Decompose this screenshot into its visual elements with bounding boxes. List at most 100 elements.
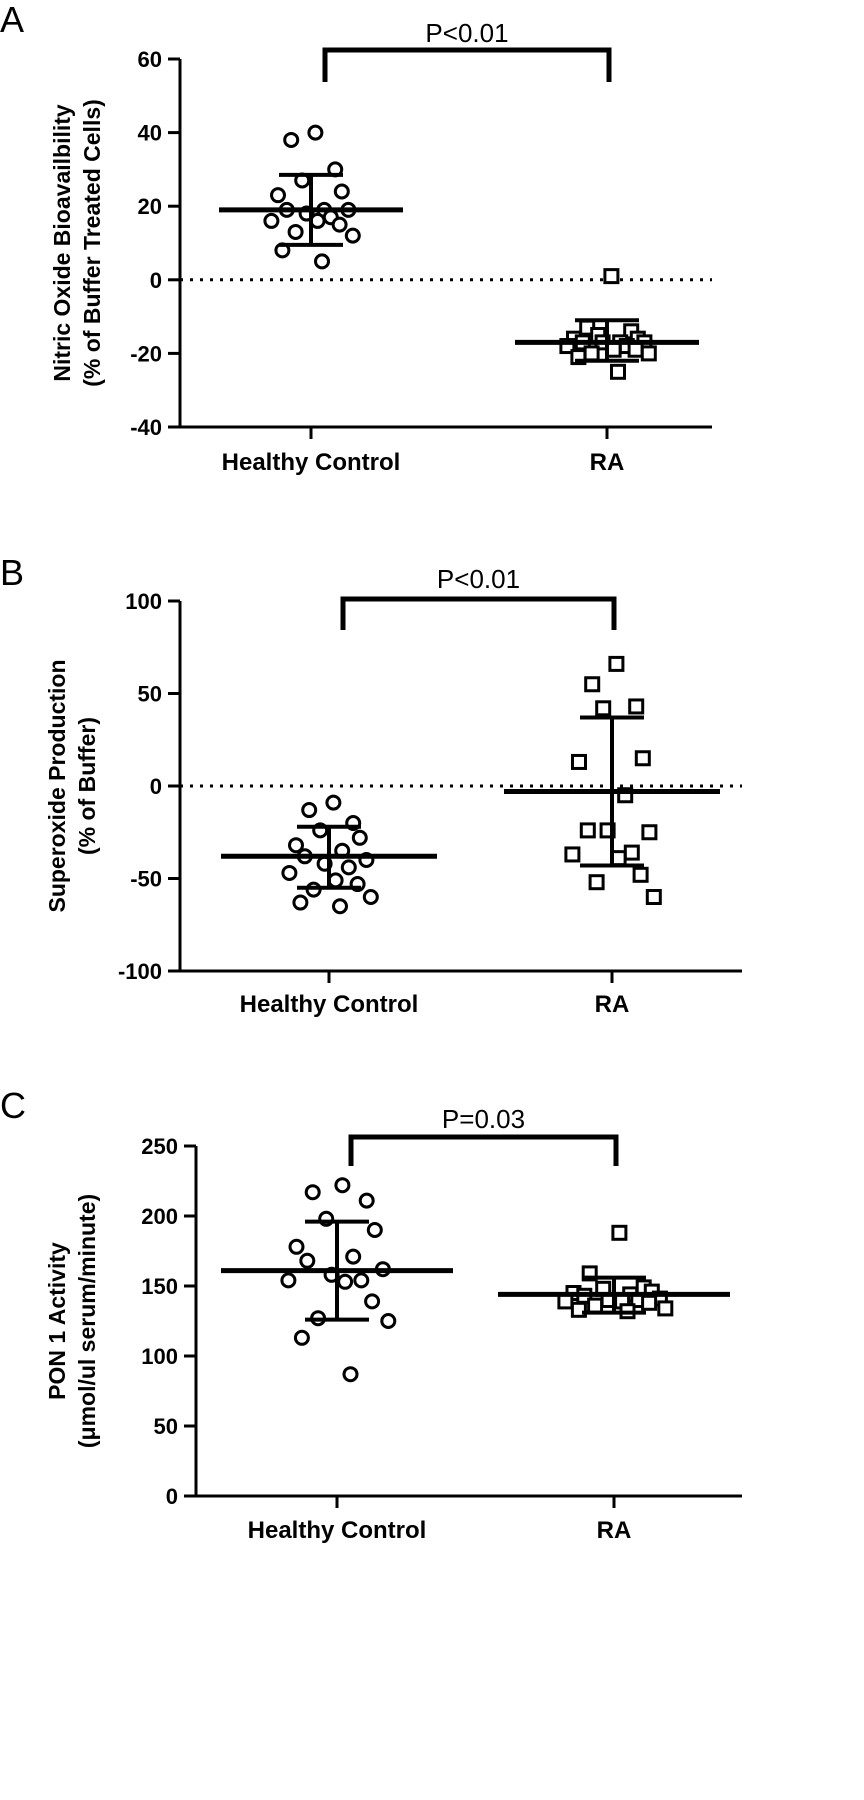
significance-label: P=0.03 [442, 1104, 525, 1134]
data-point [337, 1273, 354, 1290]
x-tick-label: RA [590, 449, 625, 476]
significance-bracket [322, 47, 612, 82]
y-tick-label: -20 [130, 341, 162, 366]
y-axis-title: Nitric Oxide Bioavailbility [49, 104, 75, 382]
data-point [623, 844, 640, 861]
data-point [331, 216, 348, 233]
significance-bracket [348, 1134, 619, 1166]
data-point [325, 794, 342, 811]
data-point [608, 655, 625, 672]
data-point [299, 1252, 316, 1269]
x-tick-label: RA [597, 1517, 632, 1544]
data-point [579, 822, 596, 839]
data-point [333, 183, 350, 200]
data-point [595, 700, 612, 717]
significance-label: P<0.01 [425, 18, 508, 48]
data-point [270, 187, 286, 204]
data-point [583, 345, 600, 362]
data-point [263, 212, 280, 229]
data-point [301, 802, 318, 819]
data-point [288, 837, 304, 854]
data-point [327, 872, 344, 889]
y-axis-subtitle: (μmol/ul serum/minute) [74, 1194, 100, 1448]
data-point [362, 889, 379, 905]
data-point [283, 131, 300, 148]
data-point [611, 1224, 628, 1241]
y-tick-label: 200 [141, 1204, 178, 1229]
x-tick-label: RA [595, 991, 630, 1018]
y-axis-subtitle: (% of Buffer) [74, 717, 100, 855]
data-point [293, 1329, 310, 1346]
y-tick-label: 50 [138, 682, 162, 707]
y-tick-label: 0 [150, 774, 162, 799]
y-tick-label: 250 [141, 1134, 178, 1159]
data-point [627, 341, 644, 358]
y-axis-title: PON 1 Activity [44, 1242, 70, 1400]
data-point [628, 698, 645, 715]
y-tick-label: -40 [130, 415, 162, 440]
data-point [309, 212, 326, 229]
data-point [345, 1248, 362, 1265]
data-point [304, 1184, 321, 1201]
data-point [645, 889, 662, 905]
data-point [657, 1300, 674, 1317]
y-tick-label: 100 [141, 1344, 178, 1369]
y-tick-label: -50 [130, 867, 162, 892]
chart-panel-a: A Nitric Oxide Bioavailbility (% of Buffer… [0, 0, 712, 476]
x-tick-label: Healthy Control [248, 1517, 427, 1544]
y-axis-subtitle: (% of Buffer Treated Cells) [79, 99, 105, 387]
data-point [344, 227, 361, 244]
y-tick-label: 0 [166, 1484, 178, 1509]
y-tick-label: 0 [150, 268, 162, 293]
panel-letter: A [0, 0, 24, 40]
data-point [332, 898, 348, 915]
data-point [571, 753, 587, 770]
data-point [358, 1192, 375, 1209]
x-tick-label: Healthy Control [240, 991, 419, 1018]
data-point [641, 1294, 658, 1311]
data-point [584, 676, 601, 693]
y-tick-label: 100 [125, 589, 162, 614]
data-point [603, 268, 620, 285]
data-point [281, 864, 298, 881]
data-point [280, 1272, 297, 1289]
y-tick-label: 50 [154, 1414, 178, 1439]
data-point [640, 345, 657, 362]
y-tick-label: 60 [138, 47, 162, 72]
data-point [353, 1272, 370, 1289]
data-point [287, 223, 304, 240]
data-point [587, 1297, 604, 1314]
significance-bracket [340, 596, 617, 630]
x-tick-label: Healthy Control [222, 449, 401, 476]
y-tick-label: 20 [138, 194, 162, 219]
data-point [314, 253, 330, 270]
data-point [334, 1177, 351, 1194]
data-point [605, 341, 622, 358]
y-tick-label: 40 [138, 121, 162, 146]
y-axis-title: Superoxide Production [44, 659, 70, 912]
data-point [632, 866, 649, 883]
data-point [610, 363, 626, 380]
data-point [288, 1238, 305, 1255]
data-point [380, 1313, 397, 1329]
data-point [342, 1366, 359, 1383]
data-point [641, 824, 658, 841]
data-point [564, 846, 581, 863]
data-point [351, 829, 368, 846]
chart-panel-c: C PON 1 Activity (μmol/ul serum/minute) 250… [0, 1085, 742, 1544]
data-point [292, 894, 309, 911]
chart-panel-b: B Superoxide Production (% of Buffer) 100 50… [0, 552, 742, 1018]
y-tick-label: -100 [118, 959, 162, 984]
panel-letter: C [0, 1085, 26, 1126]
data-point [588, 874, 605, 891]
data-point [340, 859, 357, 876]
data-point [364, 1293, 381, 1310]
significance-label: P<0.01 [437, 564, 520, 594]
data-point [307, 124, 324, 141]
panel-letter: B [0, 552, 24, 593]
y-tick-label: 150 [141, 1274, 178, 1299]
data-point [366, 1222, 383, 1238]
data-point [610, 850, 627, 867]
data-point [634, 750, 651, 767]
